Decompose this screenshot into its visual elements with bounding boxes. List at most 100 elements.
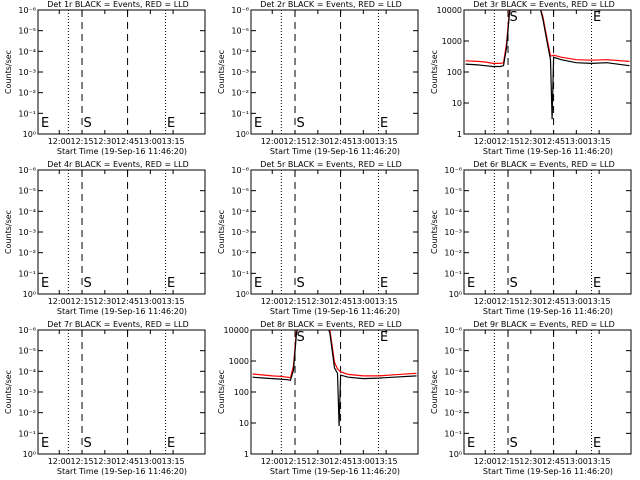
annotation: E xyxy=(467,436,475,451)
annotation: S xyxy=(510,436,518,451)
x-tick-label: 12:45 xyxy=(329,297,352,306)
x-tick-label: 13:15 xyxy=(588,297,611,306)
y-axis-label: Counts/sec xyxy=(430,210,439,254)
annotation: E xyxy=(167,436,175,451)
y-tick-label: 10⁰ xyxy=(23,290,36,299)
x-tick-label: 13:15 xyxy=(162,457,185,466)
x-axis-label: Start Time (19-Sep-16 11:46:20) xyxy=(57,467,187,476)
x-tick-label: 12:00 xyxy=(474,137,497,146)
panel: Det 4r BLACK = Events, RED = LLD Start Ti… xyxy=(4,160,206,316)
y-tick-label: 1000 xyxy=(229,357,249,366)
y-tick-label: 10⁻³ xyxy=(18,68,36,77)
y-tick-label: 10⁰ xyxy=(236,130,249,139)
annotation: E xyxy=(467,276,475,291)
y-tick-label: 10⁻⁶ xyxy=(18,6,36,15)
y-tick-label: 10⁻⁴ xyxy=(18,47,36,56)
x-tick-label: 12:15 xyxy=(70,297,93,306)
x-tick-label: 13:15 xyxy=(162,297,185,306)
y-tick-label: 10⁰ xyxy=(23,450,36,459)
x-tick-label: 12:45 xyxy=(116,297,139,306)
x-axis-label: Start Time (19-Sep-16 11:46:20) xyxy=(483,307,613,316)
x-axis-label: Start Time (19-Sep-16 11:46:20) xyxy=(270,467,400,476)
y-tick-label: 10⁻⁴ xyxy=(18,367,36,376)
y-tick-label: 10⁻¹ xyxy=(18,429,36,438)
y-tick-label: 10⁻⁵ xyxy=(444,347,462,356)
series-line xyxy=(252,330,417,427)
x-tick-label: 12:30 xyxy=(306,137,329,146)
y-tick-label: 10⁻⁴ xyxy=(444,367,462,376)
y-tick-label: 100 xyxy=(234,388,249,397)
annotation: E xyxy=(593,10,601,25)
panel: Det 8r BLACK = Events, RED = LLD Start Ti… xyxy=(217,320,419,476)
x-tick-label: 13:00 xyxy=(139,297,162,306)
y-tick-label: 10⁻³ xyxy=(231,68,249,77)
annotation: S xyxy=(84,116,92,131)
y-tick-label: 10⁻² xyxy=(18,409,36,418)
x-tick-label: 13:00 xyxy=(565,457,588,466)
annotation: S xyxy=(510,276,518,291)
y-tick-label: 10⁻² xyxy=(231,89,249,98)
y-tick-label: 10⁻¹ xyxy=(18,109,36,118)
panel-title: Det 9r BLACK = Events, RED = LLD xyxy=(473,320,615,329)
panel: Det 1r BLACK = Events, RED = LLD Start Ti… xyxy=(4,0,206,156)
series-line xyxy=(465,10,630,120)
annotation: E xyxy=(254,276,262,291)
panel-title: Det 2r BLACK = Events, RED = LLD xyxy=(260,0,402,9)
x-tick-label: 12:30 xyxy=(306,457,329,466)
x-tick-label: 12:00 xyxy=(48,457,71,466)
y-tick-label: 10⁻³ xyxy=(18,228,36,237)
x-tick-label: 13:15 xyxy=(375,137,398,146)
x-tick-label: 12:30 xyxy=(519,297,542,306)
annotation: S xyxy=(297,330,305,345)
y-tick-label: 10⁰ xyxy=(449,290,462,299)
y-tick-label: 1 xyxy=(244,450,249,459)
x-axis-label: Start Time (19-Sep-16 11:46:20) xyxy=(270,307,400,316)
x-axis-label: Start Time (19-Sep-16 11:46:20) xyxy=(483,147,613,156)
y-tick-label: 10⁻⁵ xyxy=(231,187,249,196)
panel-title: Det 5r BLACK = Events, RED = LLD xyxy=(260,160,402,169)
x-tick-label: 12:15 xyxy=(70,137,93,146)
series-line xyxy=(252,330,417,379)
y-tick-label: 10⁻⁵ xyxy=(231,27,249,36)
x-tick-label: 12:00 xyxy=(48,297,71,306)
x-axis-label: Start Time (19-Sep-16 11:46:20) xyxy=(270,147,400,156)
x-tick-label: 12:00 xyxy=(48,137,71,146)
x-axis-label: Start Time (19-Sep-16 11:46:20) xyxy=(483,467,613,476)
y-tick-label: 10⁻⁶ xyxy=(18,326,36,335)
x-tick-label: 12:45 xyxy=(329,137,352,146)
x-tick-label: 12:00 xyxy=(261,297,284,306)
y-tick-label: 10⁻⁵ xyxy=(18,27,36,36)
x-tick-label: 13:15 xyxy=(588,137,611,146)
annotation: S xyxy=(297,276,305,291)
x-tick-label: 12:30 xyxy=(519,457,542,466)
annotation: E xyxy=(41,436,49,451)
annotation: E xyxy=(593,436,601,451)
y-tick-label: 10⁻¹ xyxy=(18,269,36,278)
y-tick-label: 10⁻¹ xyxy=(444,269,462,278)
x-tick-label: 13:00 xyxy=(352,297,375,306)
y-tick-label: 10⁻³ xyxy=(18,388,36,397)
y-tick-label: 1000 xyxy=(442,37,462,46)
panel-title: Det 1r BLACK = Events, RED = LLD xyxy=(47,0,189,9)
x-tick-label: 12:15 xyxy=(283,137,306,146)
x-tick-label: 12:15 xyxy=(283,297,306,306)
x-tick-label: 13:00 xyxy=(139,137,162,146)
x-tick-label: 13:00 xyxy=(565,297,588,306)
annotation: S xyxy=(510,10,518,25)
y-axis-label: Counts/sec xyxy=(430,370,439,414)
x-tick-label: 12:45 xyxy=(329,457,352,466)
panel-title: Det 4r BLACK = Events, RED = LLD xyxy=(47,160,189,169)
x-tick-label: 12:30 xyxy=(93,297,116,306)
y-axis-label: Counts/sec xyxy=(4,210,13,254)
x-tick-label: 12:15 xyxy=(70,457,93,466)
y-tick-label: 10⁻⁶ xyxy=(231,166,249,175)
panel: Det 6r BLACK = Events, RED = LLD Start Ti… xyxy=(430,160,632,316)
y-tick-label: 10⁻² xyxy=(444,409,462,418)
x-tick-label: 12:45 xyxy=(542,457,565,466)
annotation: S xyxy=(84,276,92,291)
panel-title: Det 6r BLACK = Events, RED = LLD xyxy=(473,160,615,169)
y-tick-label: 10⁻⁴ xyxy=(231,207,249,216)
annotation: E xyxy=(167,276,175,291)
x-tick-label: 13:00 xyxy=(139,457,162,466)
